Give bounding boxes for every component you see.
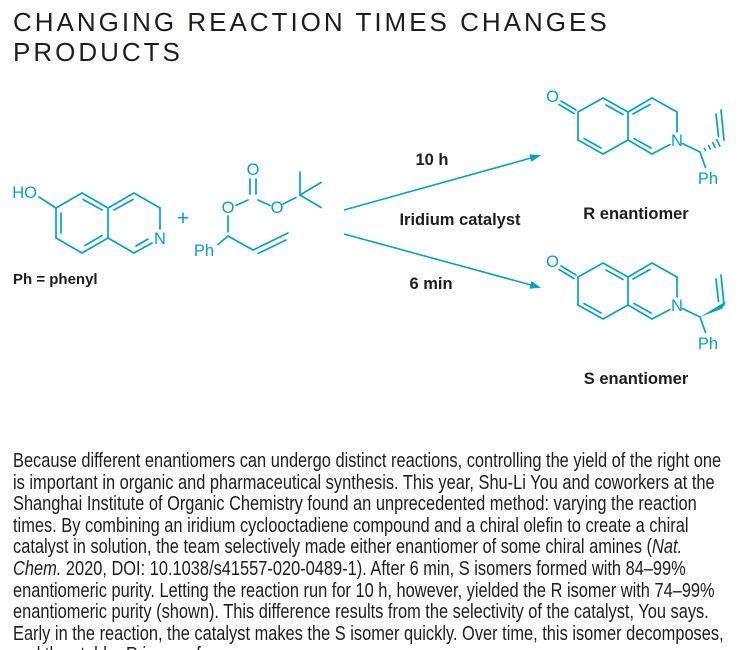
atom-label-ph: Ph bbox=[698, 170, 718, 188]
atom-label-ph: Ph bbox=[194, 242, 214, 260]
arrow-10h bbox=[343, 154, 541, 211]
atom-label-n: N bbox=[671, 297, 683, 315]
structure-hydroxyisoquinoline: HO N bbox=[12, 184, 166, 254]
solid-wedge-bond bbox=[700, 301, 726, 317]
body-paragraph: Because different enantiomers can underg… bbox=[13, 450, 735, 650]
time-label-6min: 6 min bbox=[409, 275, 453, 293]
bond-lines bbox=[558, 262, 725, 334]
reaction-arrows bbox=[343, 154, 541, 289]
paragraph-part2: 2020, DOI: 10.1038/s41557-020-0489-1). A… bbox=[13, 557, 724, 650]
structure-allyl-carbonate: O O O Ph bbox=[194, 161, 322, 260]
atom-label-ho: HO bbox=[12, 184, 37, 202]
bond-lines bbox=[38, 192, 161, 254]
atom-label-n: N bbox=[154, 230, 166, 248]
ph-definition: Ph = phenyl bbox=[13, 271, 98, 288]
caption-r-enantiomer: R enantiomer bbox=[583, 205, 689, 223]
bond-lines bbox=[217, 171, 322, 255]
hashed-wedge-bond bbox=[703, 138, 721, 152]
paragraph-part1: Because different enantiomers can underg… bbox=[13, 450, 722, 559]
atom-label-ph: Ph bbox=[698, 335, 718, 353]
structure-r-enantiomer: O N Ph bbox=[546, 88, 725, 188]
journal-reference: Nat. Chem. bbox=[13, 536, 683, 580]
arrow-6min bbox=[343, 233, 541, 289]
catalyst-label: Iridium catalyst bbox=[399, 211, 521, 229]
bond-lines bbox=[558, 97, 725, 169]
atom-label-n: N bbox=[671, 132, 683, 150]
atom-label-ester-o-left: O bbox=[222, 199, 235, 217]
atom-label-o: O bbox=[546, 253, 559, 271]
headline: CHANGING REACTION TIMES CHANGES PRODUCTS bbox=[13, 7, 610, 67]
caption-s-enantiomer: S enantiomer bbox=[583, 370, 689, 388]
plus-sign: + bbox=[176, 207, 190, 230]
atom-label-carbonyl-o: O bbox=[247, 161, 260, 179]
atom-label-ester-o-right: O bbox=[271, 199, 284, 217]
time-label-10h: 10 h bbox=[415, 151, 449, 169]
structure-s-enantiomer: O N Ph bbox=[546, 253, 726, 353]
atom-label-o: O bbox=[546, 88, 559, 106]
